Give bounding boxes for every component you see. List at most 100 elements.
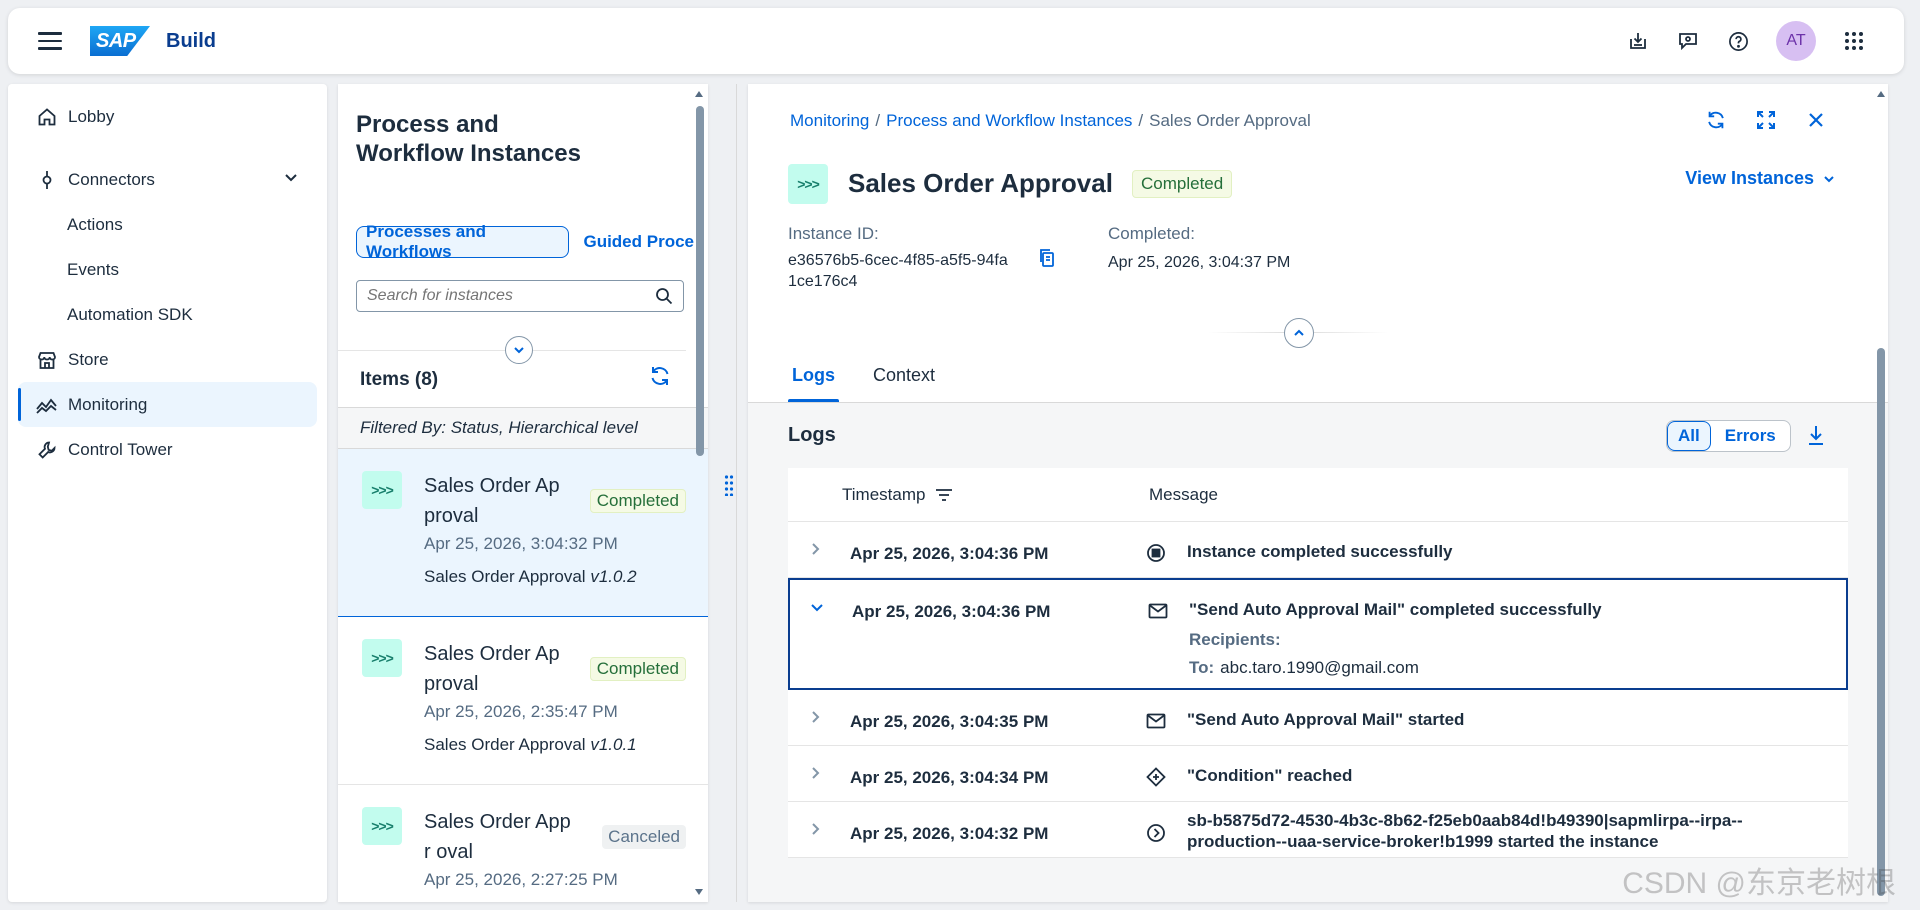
refresh-icon[interactable] xyxy=(1704,108,1728,132)
download-icon[interactable] xyxy=(1806,424,1826,446)
connector-icon xyxy=(36,169,58,191)
table-row[interactable]: Apr 25, 2026, 3:04:35 PM "Send Auto Appr… xyxy=(788,690,1848,746)
nav-item-label: Lobby xyxy=(68,106,115,126)
hamburger-icon[interactable] xyxy=(38,32,62,50)
log-timestamp: Apr 25, 2026, 3:04:36 PM xyxy=(852,602,1051,621)
breadcrumb: Monitoring / Process and Workflow Instanc… xyxy=(790,111,1311,130)
tab-context[interactable]: Context xyxy=(873,364,936,385)
fullscreen-icon[interactable] xyxy=(1754,108,1778,132)
scroll-up-icon xyxy=(1877,91,1885,97)
scrollbar[interactable] xyxy=(694,88,704,898)
process-icon: >>> xyxy=(362,639,402,677)
list-item[interactable]: >>> Sales Order Ap proval Completed Apr … xyxy=(338,449,708,617)
log-message: "Send Auto Approval Mail" completed succ… xyxy=(1189,600,1602,619)
log-timestamp: Apr 25, 2026, 3:04:35 PM xyxy=(850,712,1049,731)
log-timestamp: Apr 25, 2026, 3:04:34 PM xyxy=(850,768,1049,787)
scrollbar-thumb[interactable] xyxy=(1877,348,1885,896)
table-row-expanded[interactable]: Apr 25, 2026, 3:04:36 PM "Send Auto Appr… xyxy=(788,578,1848,690)
log-filter-segmented-button: All Errors xyxy=(1666,420,1791,452)
nav-item-monitoring[interactable]: Monitoring xyxy=(18,382,317,427)
chevron-right-icon[interactable] xyxy=(808,822,822,836)
column-message: Message xyxy=(1149,484,1218,504)
tab-bar: Logs Context xyxy=(788,348,969,402)
chevron-down-icon[interactable] xyxy=(283,169,299,185)
column-resizer[interactable] xyxy=(716,84,742,902)
home-icon xyxy=(36,106,58,128)
logs-table: Timestamp Message Apr 25, 2026, 3:04:36 … xyxy=(788,468,1848,858)
chevron-down-icon xyxy=(1824,175,1834,182)
search-icon[interactable] xyxy=(655,287,673,305)
chevron-down-icon xyxy=(514,347,524,354)
grip-icon[interactable] xyxy=(724,474,734,496)
collapse-header-button[interactable] xyxy=(1284,318,1314,348)
nav-item-label: Store xyxy=(68,349,109,369)
breadcrumb-monitoring[interactable]: Monitoring xyxy=(790,111,870,130)
completed-label: Completed: xyxy=(1108,224,1195,243)
instance-detail-panel: Monitoring / Process and Workflow Instanc… xyxy=(748,84,1888,902)
log-message: "Condition" reached xyxy=(1187,766,1353,785)
copy-icon[interactable] xyxy=(1038,248,1056,268)
scrollbar-thumb[interactable] xyxy=(696,106,704,456)
nav-item-connectors[interactable]: Connectors xyxy=(8,157,327,202)
breadcrumb-instances[interactable]: Process and Workflow Instances xyxy=(886,111,1133,130)
feedback-icon[interactable] xyxy=(1676,29,1700,53)
list-item[interactable]: >>> Sales Order Ap proval Completed Apr … xyxy=(338,617,708,785)
product-name[interactable]: Build xyxy=(166,29,216,52)
chevron-up-icon xyxy=(1294,329,1304,336)
log-message: sb-b5875d72-4530-4b3c-8b62-f25eb0aab84d!… xyxy=(1187,811,1743,851)
status-badge: Completed xyxy=(1132,170,1233,198)
table-row[interactable]: Apr 25, 2026, 3:04:34 PM "Condition" rea… xyxy=(788,746,1848,802)
table-header: Timestamp Message xyxy=(788,468,1848,522)
nav-item-control-tower[interactable]: Control Tower xyxy=(8,427,327,472)
sort-icon xyxy=(936,488,953,501)
help-icon[interactable] xyxy=(1726,29,1750,53)
list-item[interactable]: >>> Sales Order Appr oval Canceled Apr 2… xyxy=(338,785,708,902)
tab-logs[interactable]: Logs xyxy=(788,348,839,402)
stop-icon xyxy=(1145,542,1167,564)
list-item-date: Apr 25, 2026, 2:35:47 PM xyxy=(424,702,618,721)
app-grid-icon[interactable] xyxy=(1842,29,1866,53)
nav-item-events[interactable]: Events xyxy=(67,259,119,279)
column-timestamp[interactable]: Timestamp xyxy=(842,485,953,505)
status-badge: Canceled xyxy=(602,825,686,849)
nav-item-lobby[interactable]: Lobby xyxy=(8,94,327,139)
chevron-down-icon[interactable] xyxy=(810,600,824,614)
list-item-name: Sales Order Appr oval xyxy=(424,811,571,863)
avatar[interactable]: AT xyxy=(1776,21,1816,61)
search-field[interactable] xyxy=(356,280,684,312)
search-input[interactable] xyxy=(367,287,655,305)
nav-item-store[interactable]: Store xyxy=(8,337,327,382)
scrollbar[interactable] xyxy=(1876,88,1886,898)
recipients-label: Recipients: xyxy=(1189,630,1281,649)
segment-processes-workflows[interactable]: Processes and Workflows xyxy=(356,222,570,261)
view-instances-button[interactable]: View Instances xyxy=(1685,168,1836,189)
chevron-right-icon[interactable] xyxy=(808,766,822,780)
log-message: "Send Auto Approval Mail" started xyxy=(1187,710,1465,729)
chevron-right-icon[interactable] xyxy=(808,710,822,724)
downloads-icon[interactable] xyxy=(1626,29,1650,53)
nav-item-actions[interactable]: Actions xyxy=(67,214,123,234)
list-item-name: Sales Order Ap proval xyxy=(424,475,560,527)
nav-item-automation-sdk[interactable]: Automation SDK xyxy=(67,304,193,324)
nav-item-label: Monitoring xyxy=(68,394,148,414)
scroll-down-icon xyxy=(695,889,703,895)
refresh-icon[interactable] xyxy=(648,364,672,388)
condition-icon xyxy=(1145,766,1167,788)
segment-guided-processes[interactable]: Guided Proce xyxy=(583,232,694,251)
instance-list-panel: Process and Workflow Instances Processes… xyxy=(338,84,708,902)
close-icon[interactable] xyxy=(1804,108,1828,132)
shell-bar: SAP Build AT xyxy=(8,8,1904,74)
sap-logo[interactable]: SAP xyxy=(90,26,150,56)
log-timestamp: Apr 25, 2026, 3:04:32 PM xyxy=(850,824,1049,843)
store-icon xyxy=(36,349,58,371)
process-icon: >>> xyxy=(788,164,828,204)
collapse-header-button[interactable] xyxy=(505,336,533,364)
nav-item-label: Connectors xyxy=(68,169,155,189)
table-row[interactable]: Apr 25, 2026, 3:04:36 PM Instance comple… xyxy=(788,522,1848,578)
table-row[interactable]: Apr 25, 2026, 3:04:32 PM sb-b5875d72-453… xyxy=(788,802,1848,858)
chevron-right-icon[interactable] xyxy=(808,542,822,556)
wrench-icon xyxy=(36,439,58,461)
filter-all-button[interactable]: All xyxy=(1667,421,1711,451)
list-item-name: Sales Order Ap proval xyxy=(424,643,560,695)
filter-errors-button[interactable]: Errors xyxy=(1724,426,1776,445)
